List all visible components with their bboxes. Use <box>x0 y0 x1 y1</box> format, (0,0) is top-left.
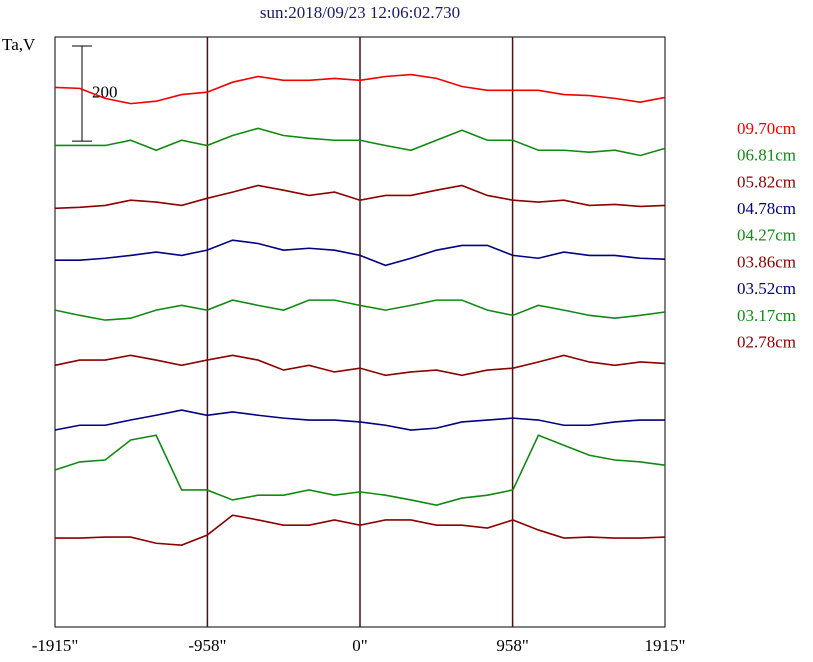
line-series <box>55 514 666 546</box>
legend-entry: 04.27cm <box>737 226 796 245</box>
chart-title: sun:2018/09/23 12:06:02.730 <box>260 3 460 22</box>
line-series <box>54 434 666 507</box>
legend-entry: 02.78cm <box>737 333 796 352</box>
line-series <box>54 184 666 210</box>
legend-entry: 03.86cm <box>737 252 796 271</box>
legend-entry: 04.78cm <box>737 199 796 218</box>
y-axis-label: Ta,V <box>2 35 36 54</box>
line-series <box>55 239 666 267</box>
x-tick-label: -1915" <box>32 636 79 655</box>
x-tick-label: 1915" <box>645 636 686 655</box>
legend-entry: 06.81cm <box>737 146 796 165</box>
line-series <box>55 127 666 157</box>
line-series <box>54 299 666 321</box>
x-tick-label: -958" <box>188 636 226 655</box>
legend-entry: 05.82cm <box>737 172 796 191</box>
line-series <box>54 354 666 377</box>
line-series <box>54 409 665 431</box>
legend-entry: 09.70cm <box>737 119 796 138</box>
scale-bar-label: 200 <box>92 82 118 101</box>
x-tick-label: 958" <box>496 636 528 655</box>
legend-entry: 03.17cm <box>737 306 796 325</box>
x-tick-label: 0" <box>352 636 367 655</box>
line-series <box>54 73 666 105</box>
legend-entry: 03.52cm <box>737 279 796 298</box>
